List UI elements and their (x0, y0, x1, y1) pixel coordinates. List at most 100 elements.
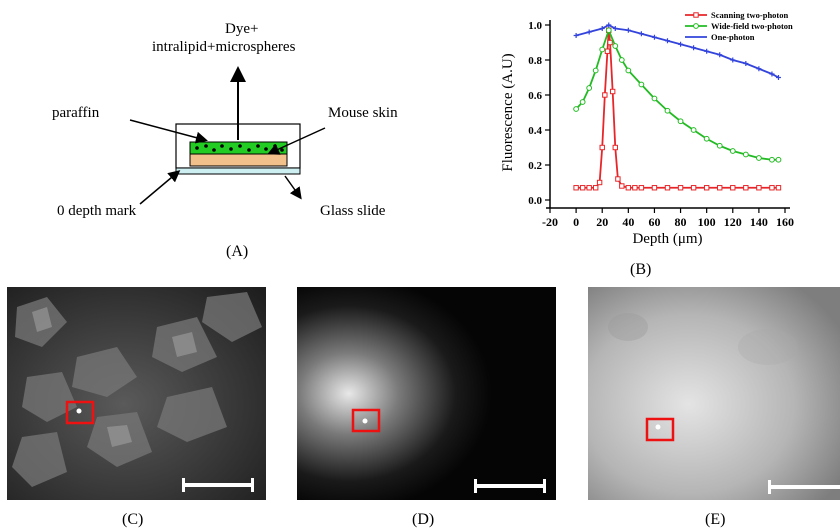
data-point (703, 185, 710, 191)
paraffin-label: paraffin (52, 105, 100, 121)
data-point (651, 34, 657, 40)
panel-e-image (588, 287, 840, 505)
data-point (664, 107, 671, 114)
legend-marker (693, 12, 699, 18)
y-axis-label: Fluorescence (A.U) (500, 53, 516, 171)
data-point (638, 81, 645, 88)
data-point (625, 67, 632, 74)
data-point (619, 183, 625, 189)
data-point (755, 155, 762, 161)
data-point (678, 41, 684, 47)
data-point (664, 185, 671, 191)
data-point (677, 118, 684, 125)
data-point (599, 46, 606, 53)
data-point (596, 179, 603, 186)
data-point (665, 38, 670, 44)
data-point (573, 33, 579, 38)
scale-bar-e (768, 485, 840, 489)
data-point (615, 176, 621, 182)
data-point (730, 185, 736, 191)
data-point (625, 185, 632, 191)
sample-diagram (129, 66, 326, 205)
data-point (586, 85, 593, 91)
data-point (592, 67, 599, 74)
data-point (756, 66, 762, 72)
data-point (743, 61, 749, 66)
x-tick-label: 100 (698, 215, 716, 229)
data-point (729, 148, 736, 154)
y-tick-label: 0.4 (528, 125, 542, 137)
panel-a-label: (A) (226, 243, 249, 260)
data-point (704, 48, 710, 54)
dye-label-line2: intralipid+microspheres (152, 39, 296, 55)
glass-slide-arrow (284, 175, 302, 200)
scale-bar-c (182, 483, 254, 487)
x-tick-label: 80 (675, 215, 687, 229)
region-of-interest-c (65, 400, 95, 425)
data-point (612, 26, 618, 31)
data-point (618, 57, 625, 63)
x-tick-label: 20 (596, 215, 608, 229)
y-tick-label: 0.6 (528, 90, 542, 102)
x-axis-label: Depth (μm) (632, 231, 702, 247)
glass-slide-label: Glass slide (320, 203, 386, 219)
data-point (599, 26, 605, 31)
legend-entry: Scanning two-photon (711, 10, 789, 20)
mouse-skin-arrow (267, 127, 326, 155)
data-point (690, 127, 697, 133)
x-tick-label: -20 (542, 215, 558, 229)
region-of-interest-e (645, 417, 675, 442)
data-point (690, 185, 697, 191)
data-point (730, 57, 736, 63)
data-point (651, 95, 658, 102)
data-point (691, 45, 697, 51)
data-point (612, 43, 619, 49)
panel-d-label: (D) (412, 511, 435, 528)
data-point (769, 156, 775, 163)
data-point (607, 39, 613, 46)
y-tick-label: 0.2 (528, 160, 542, 172)
data-point (602, 92, 608, 98)
scale-bar-d (474, 484, 546, 488)
data-point (592, 185, 599, 191)
data-point (579, 185, 586, 191)
mouse-skin-label: Mouse skin (328, 105, 398, 121)
panel-e-label: (E) (705, 511, 726, 528)
data-point (638, 185, 645, 191)
x-tick-label: 0 (573, 215, 579, 229)
x-tick-label: 120 (724, 215, 742, 229)
data-point (586, 29, 592, 35)
data-point (604, 48, 611, 54)
y-tick-label: 0.0 (528, 195, 542, 207)
data-point (775, 185, 782, 191)
legend-entry: Wide-field two-photon (711, 21, 793, 31)
y-tick-label: 0.8 (528, 55, 542, 67)
x-tick-label: 40 (622, 215, 634, 229)
microspheres (195, 144, 284, 152)
glass-slide (175, 167, 301, 175)
data-point (756, 185, 762, 191)
zero-depth-arrow (139, 170, 181, 205)
panel-d-image (297, 287, 556, 505)
x-tick-label: 140 (750, 215, 768, 229)
data-point (632, 185, 638, 191)
dye-label-line1: Dye+ (225, 21, 259, 37)
skin-layer (189, 153, 288, 167)
paraffin-arrow (129, 119, 208, 144)
data-point (651, 185, 658, 191)
legend-marker (693, 23, 699, 29)
data-point (606, 22, 612, 28)
data-point (625, 27, 631, 33)
region-of-interest-d (351, 408, 381, 433)
data-point (579, 99, 586, 105)
data-point (703, 135, 710, 142)
data-point (775, 75, 781, 80)
data-point (605, 27, 612, 34)
data-point (638, 31, 644, 37)
series-line-0 (576, 30, 779, 189)
data-point (573, 185, 579, 191)
data-point (573, 106, 580, 112)
zero-depth-label: 0 depth mark (57, 203, 137, 219)
panel-c-label: (C) (122, 511, 144, 528)
data-point (677, 185, 684, 191)
